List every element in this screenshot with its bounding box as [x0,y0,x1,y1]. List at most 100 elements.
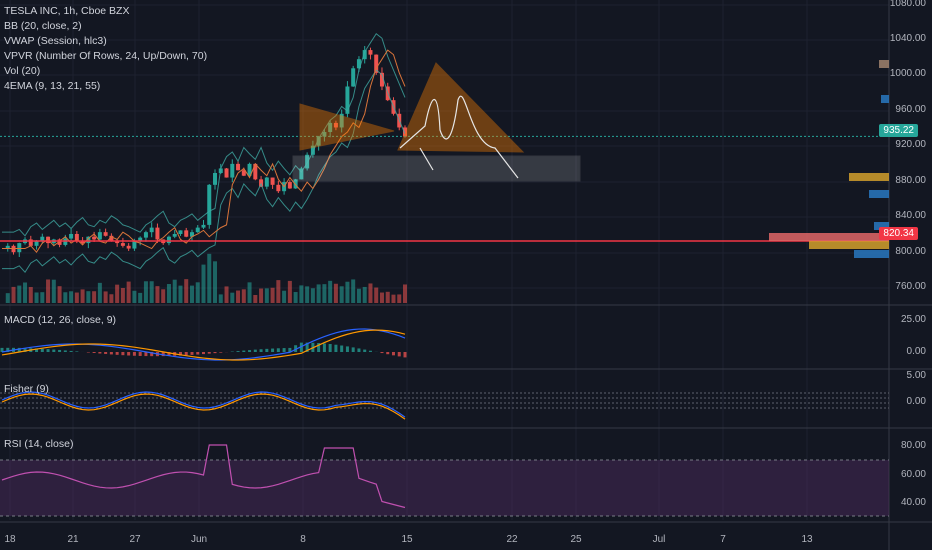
indicator-4ema[interactable]: 4EMA (9, 13, 21, 55) [4,80,101,92]
indicator-vpvr[interactable]: VPVR (Number Of Rows, 24, Up/Down, 70) [4,50,208,62]
volume-bar [34,292,39,303]
macd-histogram-bar [104,352,108,354]
volume-bar [379,292,384,303]
candle-body [270,177,275,185]
time-tick: 27 [129,534,141,545]
candle-body [57,239,62,245]
volume-bar [351,279,356,303]
time-tick: 21 [67,534,79,545]
volume-bar [385,291,390,303]
macd-histogram-bar [40,348,44,352]
macd-legend[interactable]: MACD (12, 26, close, 9) [4,313,116,328]
macd-histogram-bar [276,348,280,352]
fisher-legend[interactable]: Fisher (9) [4,382,49,397]
macd-histogram-bar [161,352,165,357]
bollinger-upper [2,32,406,237]
candle-body [74,233,79,242]
macd-histogram-bar [213,352,217,354]
volume-bar [241,289,246,303]
indicator-vol[interactable]: Vol (20) [4,65,41,77]
rsi-tick: 40.00 [900,497,926,508]
candle-body [155,227,160,240]
macd-histogram-bar [190,352,194,355]
volume-bar [362,286,367,303]
indicator-vwap[interactable]: VWAP (Session, hlc3) [4,35,107,47]
last-price-tag: 935.22 [879,124,918,137]
volume-bar [178,285,183,303]
macd-histogram-bar [317,343,321,352]
macd-tick: 0.00 [906,346,926,357]
volume-bar [374,287,379,303]
macd-histogram-bar [52,349,56,352]
volume-bar [51,279,56,303]
volume-bar [305,286,310,303]
candle-body [247,163,252,176]
fisher-tick: 0.00 [906,396,926,407]
volume-bar [218,294,223,303]
pattern-triangle-right [397,62,525,153]
indicator-bb[interactable]: BB (20, close, 2) [4,20,82,32]
candle-body [86,236,91,244]
volume-bar [403,284,407,303]
volume-bar [46,279,51,303]
macd-histogram-bar [184,352,188,356]
candle-body [241,170,246,176]
volume-bar [184,279,189,303]
rsi-band [0,460,889,516]
volume-bar [247,282,252,303]
macd-histogram-bar [236,351,240,352]
volume-bar [201,264,206,303]
fisher-trigger-line [1,393,406,420]
candle-body [184,230,189,237]
level-price-tag[interactable]: 820.34 [879,227,918,240]
vpvr-bar [854,250,889,258]
candle-body [69,233,74,239]
candle-body [316,136,321,146]
price-tick: 960.00 [895,104,926,115]
macd-histogram-bar [17,347,21,352]
candle-body [132,241,137,249]
fisher-title: Fisher (9) [4,383,49,395]
macd-histogram-bar [282,348,286,352]
candle-body [28,239,33,246]
rsi-legend[interactable]: RSI (14, close) [4,437,73,452]
volume-bar [120,287,125,303]
macd-histogram-bar [219,352,223,353]
candle-body [201,224,206,228]
volume-bar [230,292,235,303]
rsi-tick: 60.00 [900,469,926,480]
volume-bar [28,287,33,303]
candle-body [34,241,39,246]
candle-body [103,232,108,236]
candle-body [126,245,131,249]
macd-histogram-bar [109,352,113,355]
volume-bar [69,291,74,303]
macd-histogram-bar [0,347,4,352]
candle-body [236,163,241,171]
price-tick: 840.00 [895,210,926,221]
volume-bar [299,285,304,303]
vpvr-bar [769,233,889,241]
rsi-line [1,444,406,509]
macd-histogram-bar [46,349,50,352]
macd-histogram-bar [132,352,136,356]
price-tick: 920.00 [895,139,926,150]
volume-bar [368,283,373,303]
main-legend: TESLA INC, 1h, Cboe BZX BB (20, close, 2… [4,4,207,94]
macd-histogram-bar [380,352,384,354]
volume-bar [23,282,28,303]
macd-histogram-bar [23,348,27,352]
macd-histogram-bar [127,352,131,356]
volume-bar [345,281,350,303]
volume-bar [17,285,22,303]
fisher-line [1,391,406,418]
symbol-title[interactable]: TESLA INC, 1h, Cboe BZX [4,5,130,17]
candle-body [299,168,304,180]
volume-bar [328,280,333,303]
candle-body [276,184,281,192]
volume-bar [149,281,154,303]
macd-histogram-bar [253,349,257,352]
macd-histogram-bar [115,352,119,355]
candle-body [172,233,177,237]
